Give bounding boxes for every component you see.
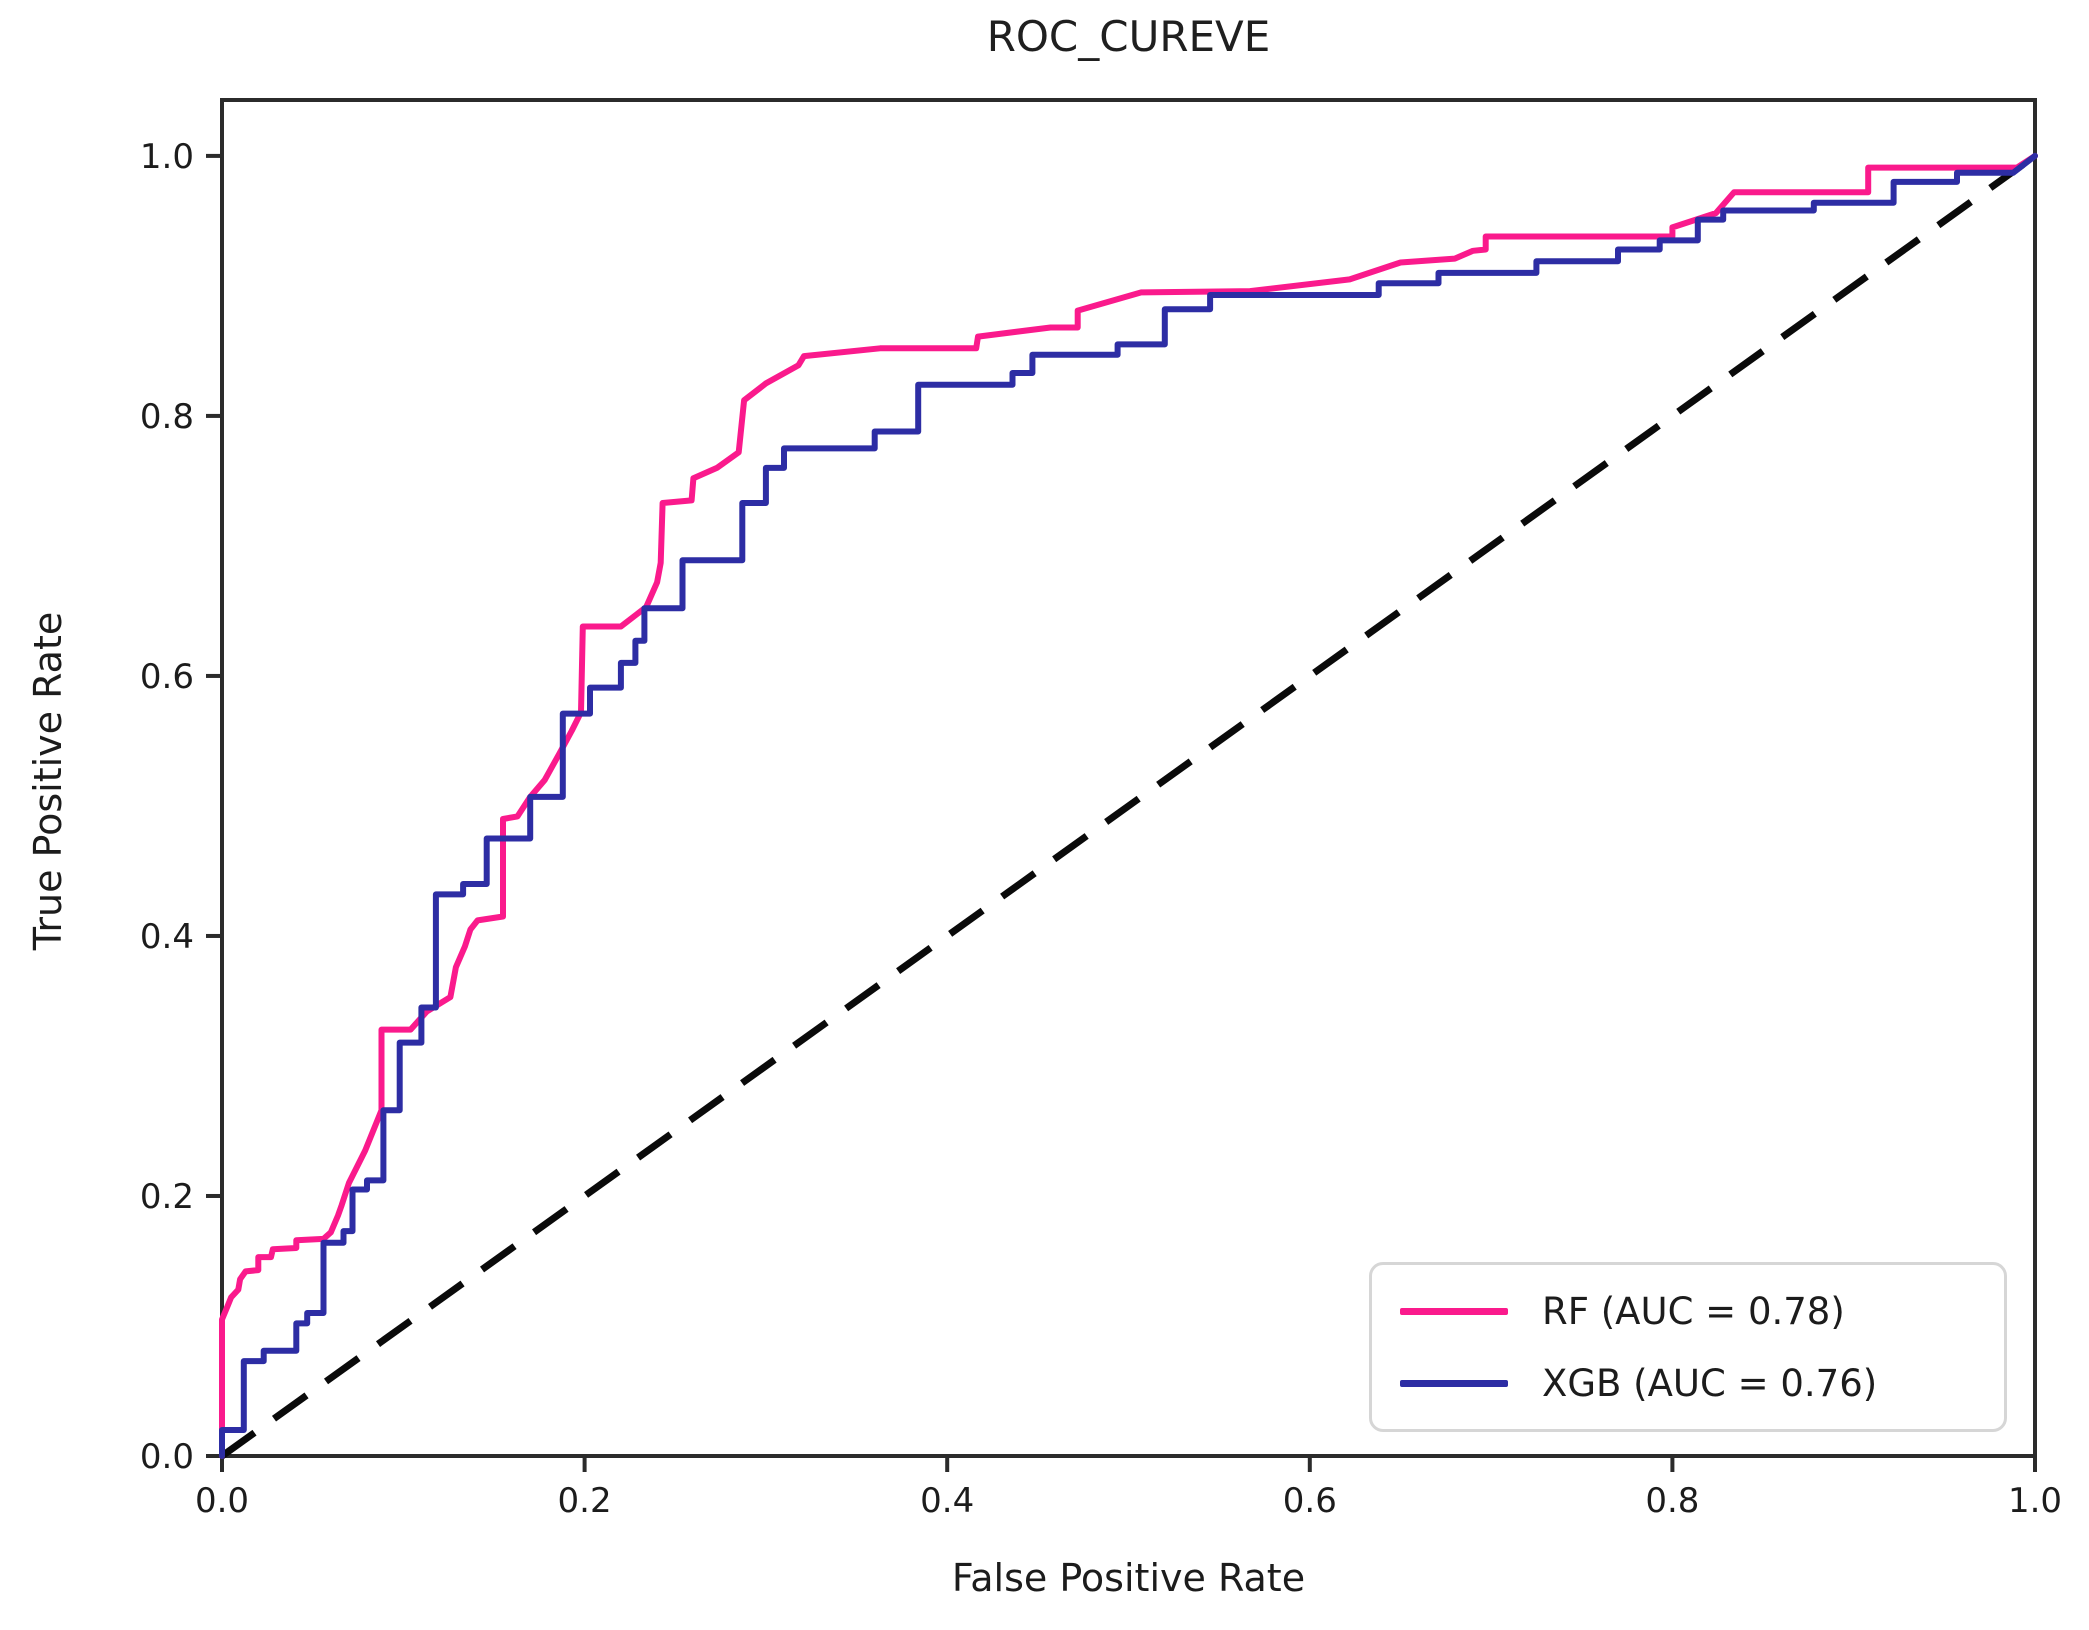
x-tick-label: 1.0 [2008, 1481, 2062, 1521]
y-tick-label: 0.4 [140, 917, 194, 957]
y-tick-label: 0.8 [140, 397, 194, 437]
legend-item-xgb: XGB (AUC = 0.76) [1400, 1362, 2004, 1405]
xgb-curve-line [219, 152, 2038, 1459]
chart-title: ROC_CUREVE [986, 12, 1271, 61]
legend-item-rf: RF (AUC = 0.78) [1400, 1290, 2004, 1333]
legend-label-xgb: XGB (AUC = 0.76) [1542, 1361, 1878, 1405]
x-tick-label: 0.8 [1645, 1481, 1699, 1521]
y-tick-label: 0.2 [140, 1177, 194, 1217]
x-tick-label: 0.4 [920, 1481, 974, 1521]
rf-curve-line [219, 152, 2038, 1459]
y-tick-label: 0.6 [140, 657, 194, 697]
y-axis-label: True Positive Rate [26, 611, 70, 951]
xgb-line-swatch [1400, 1379, 1508, 1387]
legend-label-rf: RF (AUC = 0.78) [1542, 1289, 1845, 1333]
plot-border [220, 98, 2037, 1458]
legend: RF (AUC = 0.78) XGB (AUC = 0.76) [1369, 1262, 2007, 1432]
x-tick-label: 0.0 [195, 1481, 249, 1521]
rf-line-swatch [1400, 1307, 1508, 1315]
x-tick-label: 0.6 [1283, 1481, 1337, 1521]
x-axis-label: False Positive Rate [951, 1556, 1306, 1600]
y-tick-label: 0.0 [140, 1437, 194, 1477]
chance-diagonal-line [219, 153, 2038, 1459]
y-tick-label: 1.0 [140, 137, 194, 177]
x-tick-label: 0.2 [558, 1481, 612, 1521]
